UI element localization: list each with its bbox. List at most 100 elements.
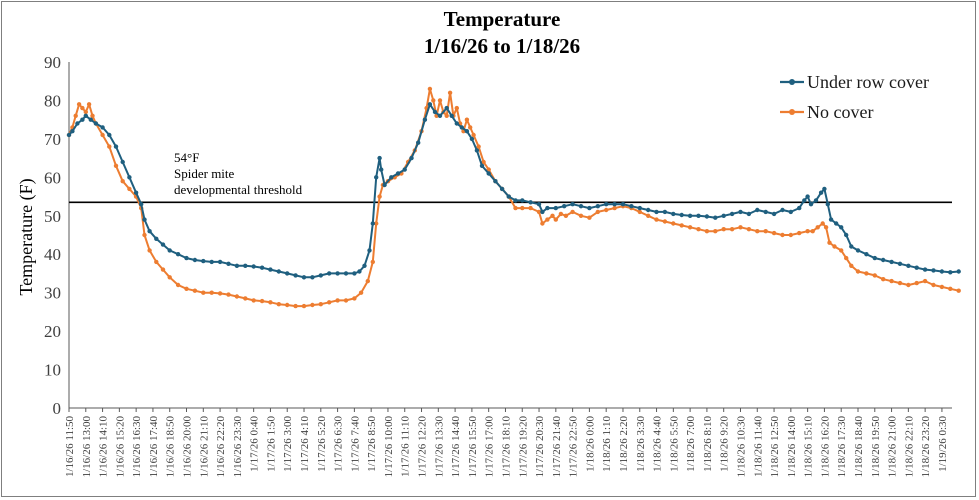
data-point (604, 207, 609, 213)
data-point (76, 102, 82, 107)
x-tick-label: 1/18/26 3:30 (635, 416, 647, 472)
y-axis-ticks: 0 10 20 30 40 50 60 70 80 90 (44, 53, 61, 418)
data-point (646, 207, 651, 213)
data-point (201, 258, 206, 264)
data-point (738, 209, 743, 215)
data-point (637, 205, 642, 211)
data-point (805, 194, 810, 199)
data-point (956, 269, 961, 274)
data-point (427, 102, 433, 107)
data-point (243, 296, 248, 301)
data-point (276, 269, 281, 274)
data-point (365, 278, 370, 284)
data-point (815, 225, 820, 230)
data-point (755, 207, 760, 213)
data-point (662, 209, 668, 215)
x-tick-label: 1/16/26 16:30 (131, 416, 143, 478)
legend-marker (789, 109, 795, 115)
x-tick-label: 1/16/26 22:20 (215, 416, 227, 478)
data-point (113, 163, 119, 168)
data-point (147, 248, 152, 253)
data-point (154, 236, 159, 241)
data-point (687, 213, 693, 218)
data-point (797, 205, 802, 211)
data-point (810, 229, 815, 234)
x-tick-label: 1/16/26 17:40 (148, 416, 160, 478)
data-point (80, 117, 85, 122)
data-point (251, 264, 256, 269)
data-point (184, 286, 189, 291)
data-point (828, 217, 834, 222)
data-point (444, 105, 449, 111)
data-point (637, 209, 642, 215)
data-point (133, 190, 139, 195)
x-tick-label: 1/17/26 13:30 (433, 416, 445, 478)
data-point (310, 302, 315, 308)
data-point (679, 212, 684, 218)
data-point (948, 286, 953, 291)
data-point (536, 209, 542, 215)
data-point (872, 255, 877, 261)
x-tick-label: 1/17/26 12:20 (417, 416, 429, 478)
data-point (797, 230, 802, 236)
data-point (377, 194, 382, 199)
data-point (226, 292, 231, 297)
data-point (563, 213, 569, 218)
data-point (897, 280, 903, 286)
data-point (192, 288, 198, 293)
series-group (66, 86, 961, 309)
x-tick-label: 1/17/26 0:40 (249, 416, 261, 472)
data-point (335, 271, 340, 276)
data-point (431, 98, 436, 103)
x-tick-label: 1/17/26 5:20 (316, 416, 328, 472)
data-point (763, 209, 768, 215)
axes (68, 62, 952, 409)
data-point (771, 211, 777, 217)
data-point (120, 159, 125, 165)
data-point (167, 248, 172, 253)
data-point (604, 202, 609, 207)
data-point (416, 140, 421, 145)
x-tick-label: 1/17/26 21:40 (551, 416, 563, 478)
data-point (107, 132, 112, 138)
x-tick-label: 1/18/26 19:50 (870, 416, 882, 478)
data-point (780, 232, 785, 238)
data-point (729, 227, 735, 232)
x-tick-label: 1/18/26 14:00 (786, 416, 798, 478)
data-point (834, 221, 839, 226)
x-tick-label: 1/18/26 9:20 (719, 416, 731, 472)
data-point (553, 217, 558, 222)
data-point (646, 213, 651, 218)
data-point (100, 125, 105, 130)
data-point (113, 144, 119, 149)
data-point (713, 229, 718, 234)
data-point (209, 290, 214, 295)
data-point (746, 227, 752, 232)
data-point (352, 296, 357, 301)
x-tick-label: 1/18/26 11:40 (752, 416, 764, 478)
data-point (251, 298, 256, 303)
data-point (813, 198, 819, 203)
data-point (83, 109, 89, 115)
x-tick-label: 1/17/26 11:10 (400, 416, 412, 478)
data-point (476, 144, 481, 149)
y-tick-label: 20 (44, 322, 61, 341)
data-point (780, 207, 785, 213)
data-point (357, 269, 362, 274)
data-point (721, 227, 726, 232)
x-tick-label: 1/17/26 1:50 (265, 416, 277, 472)
data-point (127, 175, 132, 180)
data-point (107, 144, 112, 149)
data-point (318, 273, 323, 278)
x-axis-ticks: 1/16/26 11:50 1/16/26 13:00 1/16/26 14:10 1… (64, 408, 949, 477)
data-point (454, 121, 459, 126)
data-point (558, 211, 564, 217)
data-point (763, 229, 768, 234)
data-point (160, 242, 166, 247)
threshold-annotation: Spider mite (174, 166, 235, 181)
data-point (729, 211, 735, 217)
data-point (802, 198, 807, 203)
data-point (713, 215, 718, 220)
data-point (578, 213, 584, 218)
data-point (234, 263, 240, 268)
